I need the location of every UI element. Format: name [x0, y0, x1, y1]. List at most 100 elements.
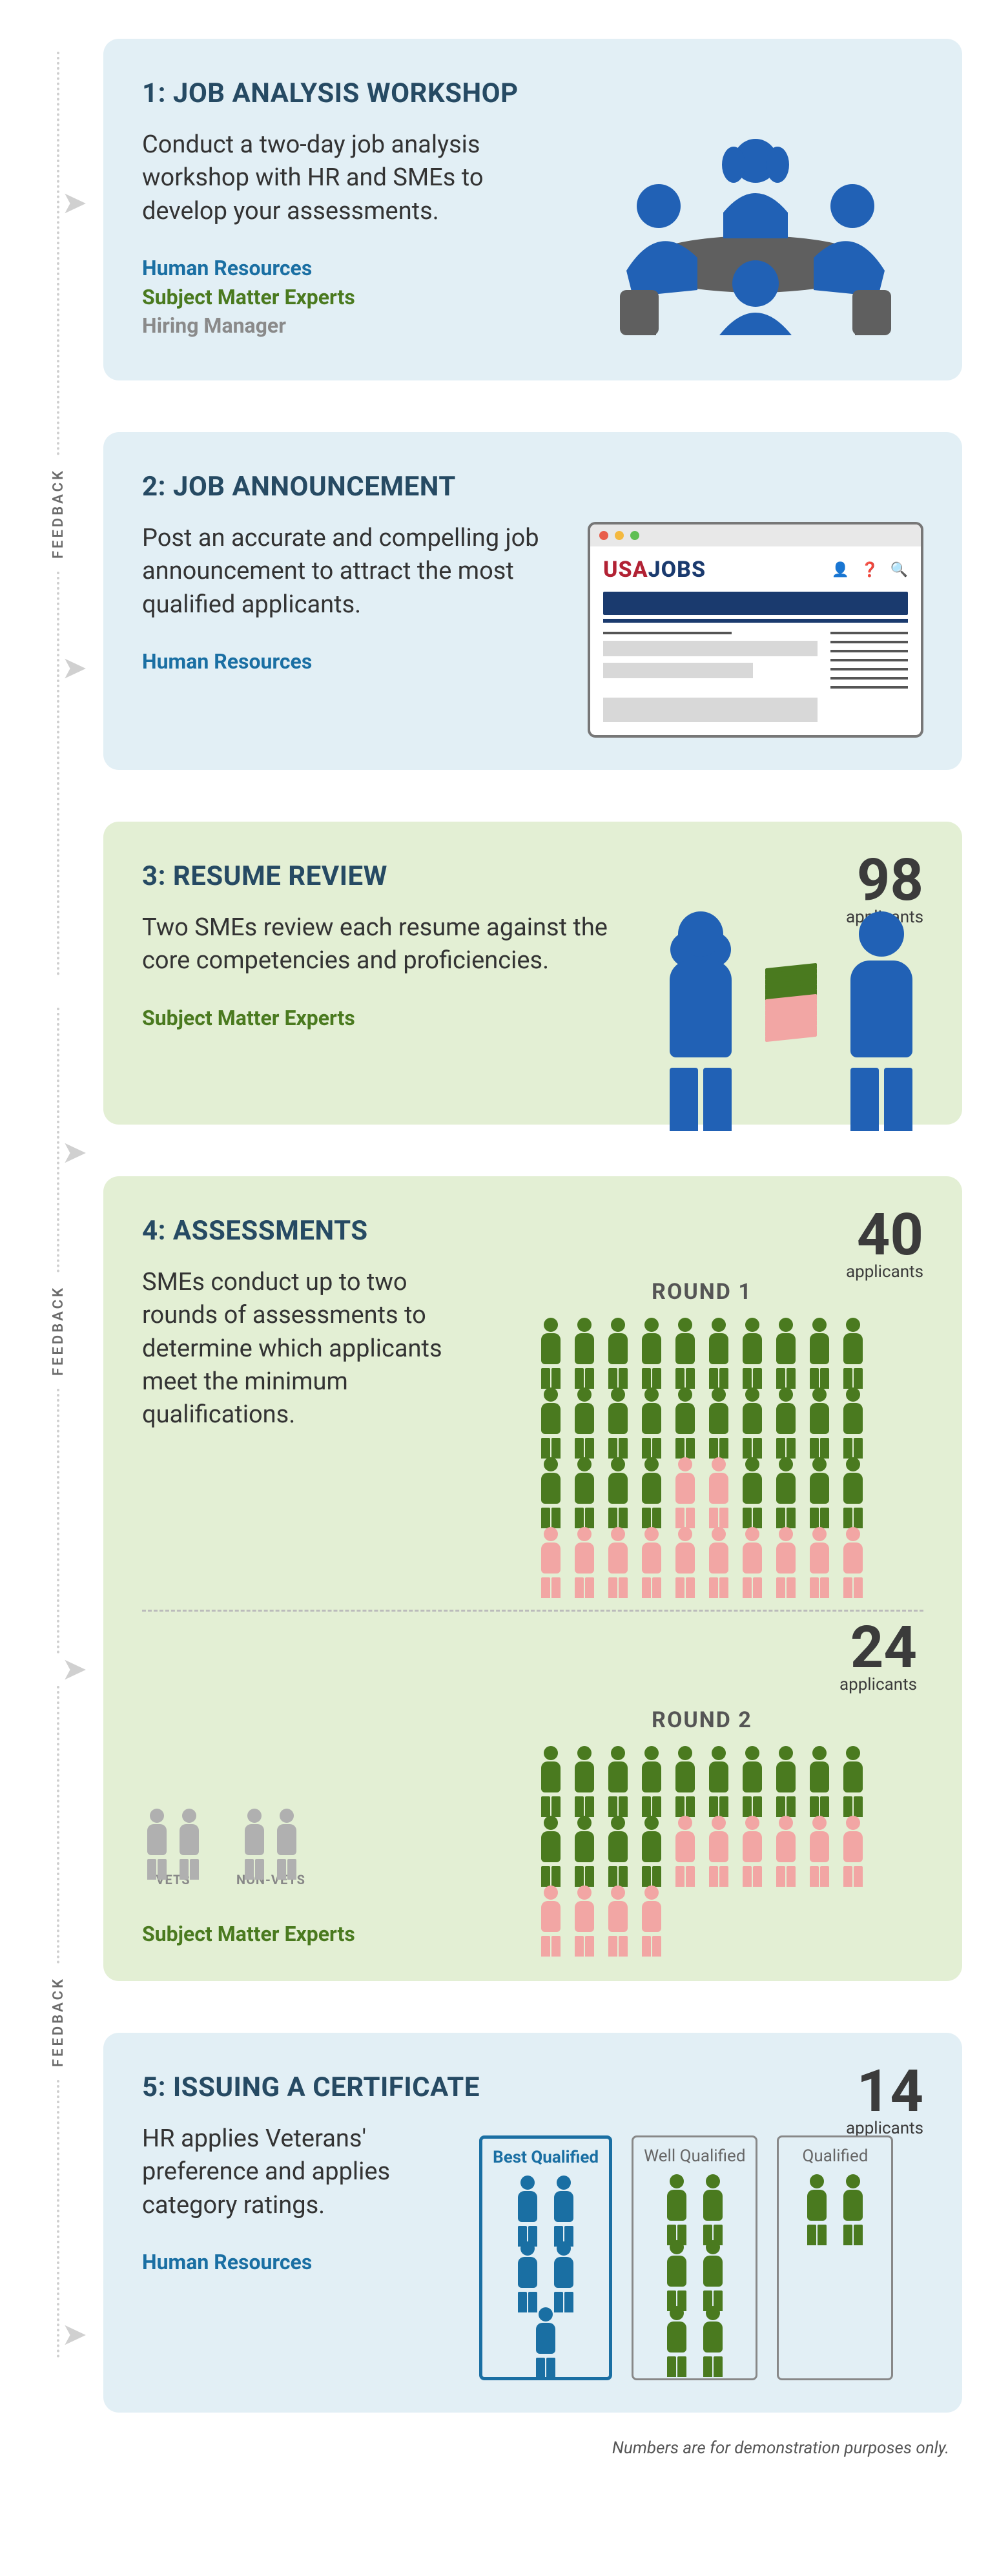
- person-icon: [536, 1884, 566, 1944]
- applicant-count: 40: [846, 1212, 923, 1258]
- person-icon: [771, 1814, 801, 1874]
- person-icon: [838, 1386, 868, 1446]
- step-body: Conduct a two-day job analysis workshop …: [142, 129, 562, 228]
- person-icon: [240, 1807, 269, 1867]
- person-icon: [603, 1386, 633, 1446]
- person-icon: [536, 1745, 566, 1804]
- person-icon: [704, 1526, 734, 1585]
- step-title: 1: JOB ANALYSIS WORKSHOP: [142, 78, 923, 109]
- person-icon: [536, 1456, 566, 1515]
- cert-category-title: Qualified: [803, 2146, 869, 2166]
- usajobs-logo: USAJOBS: [603, 557, 706, 583]
- person-icon: [603, 1884, 633, 1944]
- feedback-label: FEEDBACK: [50, 1977, 67, 2067]
- applicant-count: 14: [846, 2068, 923, 2115]
- person-icon: [802, 2173, 832, 2232]
- person-icon: [737, 1745, 767, 1804]
- role-hm: Hiring Manager: [142, 311, 562, 340]
- person-icon: [637, 1526, 666, 1585]
- person-icon: [771, 1316, 801, 1376]
- person-icon: [536, 1386, 566, 1446]
- step-1-card: 1: JOB ANALYSIS WORKSHOP Conduct a two-d…: [103, 39, 962, 380]
- help-icon: ❓: [861, 562, 878, 578]
- person-icon: [704, 1386, 734, 1446]
- cert-category-title: Best Qualified: [493, 2148, 599, 2168]
- person-icon: [142, 1807, 172, 1867]
- window-dot-icon: [615, 531, 624, 540]
- person-icon: [670, 1526, 700, 1585]
- person-icon: [570, 1386, 599, 1446]
- step-body: Post an accurate and compelling job anno…: [142, 522, 562, 621]
- person-icon: [704, 1745, 734, 1804]
- applicant-count: 24: [142, 1625, 917, 1671]
- person-icon: [531, 2306, 561, 2365]
- person-icon: [637, 1456, 666, 1515]
- person-icon: [805, 1745, 834, 1804]
- person-icon: [805, 1386, 834, 1446]
- round-label: ROUND 2: [652, 1707, 752, 1733]
- person-icon: [838, 2173, 868, 2232]
- person-icon: [771, 1526, 801, 1585]
- person-icon: [570, 1456, 599, 1515]
- applicant-count: 98: [846, 857, 923, 904]
- feedback-rail-2: FEEDBACK: [45, 1008, 71, 1654]
- vets-legend: VETS NON-VETS: [142, 1807, 455, 1887]
- person-icon: [549, 2174, 579, 2234]
- step-body: HR applies Veterans' preference and appl…: [142, 2123, 424, 2222]
- role-hr: Human Resources: [142, 2248, 424, 2277]
- search-icon: 🔍: [890, 562, 908, 578]
- person-icon: [670, 1456, 700, 1515]
- resume-stack-icon: [762, 966, 820, 1038]
- feedback-arrow-icon: ➤: [61, 1654, 87, 1685]
- step-3-card: 98 applicants 3: RESUME REVIEW Two SMEs …: [103, 822, 962, 1125]
- step-title: 5: ISSUING A CERTIFICATE: [142, 2072, 923, 2103]
- person-icon: [603, 1814, 633, 1874]
- person-icon: [737, 1386, 767, 1446]
- person-icon: [838, 1814, 868, 1874]
- role-hr: Human Resources: [142, 647, 562, 676]
- step-title: 2: JOB ANNOUNCEMENT: [142, 471, 923, 503]
- person-icon: [704, 1316, 734, 1376]
- person-icon: [670, 1316, 700, 1376]
- person-icon: [570, 1316, 599, 1376]
- person-icon: [570, 1745, 599, 1804]
- person-icon: [536, 1526, 566, 1585]
- round-divider: [142, 1610, 923, 1612]
- feedback-arrow-icon: ➤: [61, 652, 87, 683]
- meeting-graphic: [588, 129, 923, 348]
- person-icon: [838, 1745, 868, 1804]
- person-icon: [737, 1456, 767, 1515]
- role-hr: Human Resources: [142, 254, 562, 283]
- window-dot-icon: [630, 531, 639, 540]
- person-icon: [737, 1814, 767, 1874]
- window-dot-icon: [599, 531, 608, 540]
- person-icon: [637, 1316, 666, 1376]
- person-icon: [698, 2173, 728, 2232]
- person-icon: [603, 1526, 633, 1585]
- person-icon: [637, 1884, 666, 1944]
- person-icon: [737, 1526, 767, 1585]
- reviewer-person-icon: [839, 911, 923, 1092]
- cert-category-box: Best Qualified: [479, 2135, 612, 2380]
- legend-vets: VETS: [156, 1872, 190, 1887]
- person-icon: [838, 1456, 868, 1515]
- round1-people-grid: [536, 1316, 923, 1590]
- person-icon: [670, 1745, 700, 1804]
- person-icon: [771, 1386, 801, 1446]
- person-icon: [603, 1316, 633, 1376]
- certificate-categories: Best QualifiedWell QualifiedQualified: [479, 2135, 893, 2380]
- person-icon: [662, 2305, 692, 2364]
- feedback-arrow-icon: ➤: [61, 187, 87, 218]
- role-sme: Subject Matter Experts: [142, 1004, 633, 1033]
- person-icon: [698, 2305, 728, 2364]
- person-icon: [805, 1814, 834, 1874]
- person-icon: [704, 1814, 734, 1874]
- person-icon: [174, 1807, 204, 1867]
- person-icon: [570, 1884, 599, 1944]
- person-icon: [637, 1745, 666, 1804]
- person-icon: [272, 1807, 302, 1867]
- person-icon: [536, 1814, 566, 1874]
- legend-nonvets: NON-VETS: [236, 1872, 305, 1887]
- person-icon: [662, 2239, 692, 2298]
- person-icon: [771, 1456, 801, 1515]
